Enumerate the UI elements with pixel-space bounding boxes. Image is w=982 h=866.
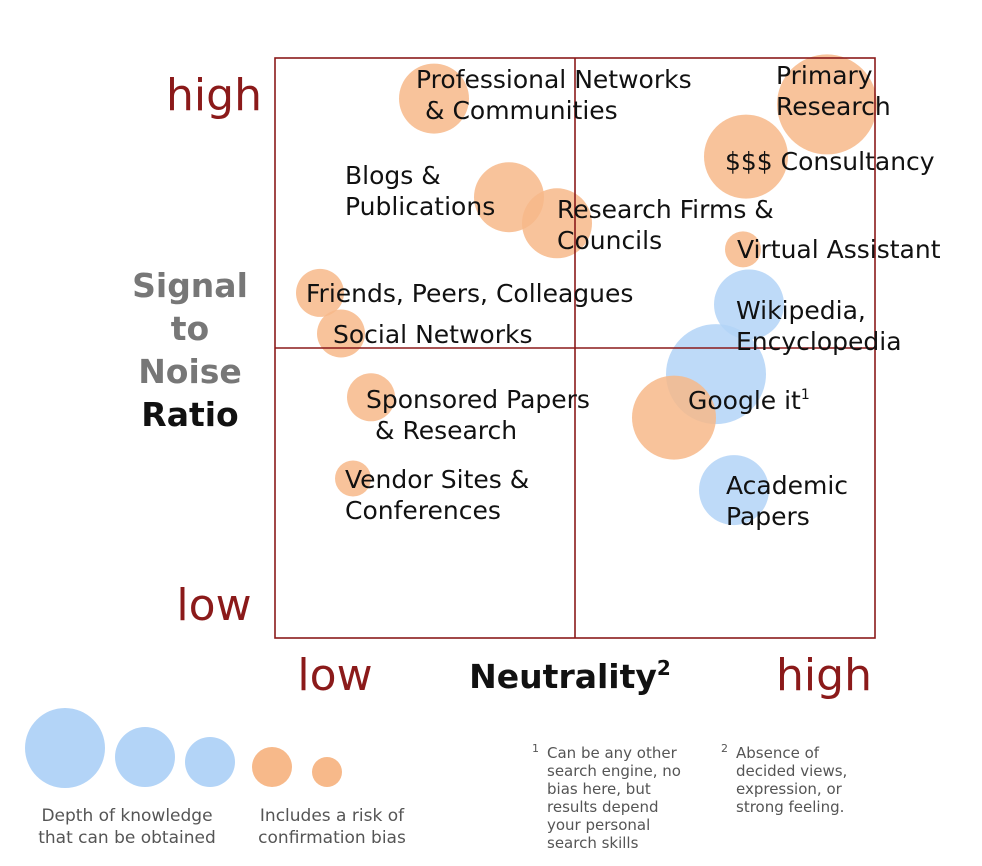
point-label: $$$ Consultancy — [725, 147, 935, 176]
footnote-2-mark: 2 — [721, 742, 728, 755]
x-tick-low: low — [297, 650, 372, 701]
legend: Depth of knowledge that can be obtained … — [25, 708, 406, 848]
bubble-point — [632, 375, 716, 460]
legend-bubble-knowledge-m — [185, 737, 235, 787]
quadrant-frame — [274, 57, 876, 639]
legend-bubble-bias-xs — [312, 757, 342, 787]
footnote-1-line: your personal — [547, 816, 650, 834]
y-tick-low: low — [176, 580, 251, 631]
legend-bias-line: confirmation bias — [258, 828, 406, 848]
bubble-point — [777, 54, 877, 155]
x-axis-label-text: Neutrality — [469, 657, 657, 696]
footnote-2-line: Absence of — [736, 744, 820, 762]
bubble-point — [704, 114, 788, 199]
bubble-point — [347, 373, 395, 422]
bubble-point — [714, 269, 784, 340]
legend-knowledge-line: that can be obtained — [38, 828, 216, 848]
point-label: Google it1 — [688, 386, 810, 415]
legend-knowledge-line: Depth of knowledge — [41, 806, 212, 826]
footnote-1-line: search engine, no — [547, 762, 681, 780]
x-tick-high: high — [776, 650, 872, 701]
point-label: Academic Papers — [726, 471, 848, 531]
point-label: Sponsored Papers & Research — [366, 385, 590, 445]
footnote-1-line: results depend — [547, 798, 659, 816]
y-axis-label-line: Noise — [138, 352, 242, 391]
point-label: Blogs & Publications — [345, 161, 495, 221]
y-axis-label-line: to — [171, 309, 209, 348]
point-label: Vendor Sites & Conferences — [345, 465, 529, 525]
footnote-1-line: search skills — [547, 834, 639, 852]
point-label: Wikipedia, Encyclopedia — [736, 296, 902, 356]
point-label: Social Networks — [333, 320, 532, 349]
point-label: Friends, Peers, Colleagues — [306, 279, 633, 308]
footnote-1-mark: 1 — [532, 742, 539, 755]
bubble-point — [296, 268, 344, 317]
bubble-point — [335, 460, 371, 497]
bubble-layer — [296, 54, 877, 526]
y-tick-high: high — [166, 70, 262, 121]
x-axis-label: Neutrality2 — [469, 656, 671, 696]
bubble-point — [399, 63, 469, 134]
bubble-point — [317, 309, 365, 358]
footnote-2-line: expression, or — [736, 780, 843, 798]
point-label: Professional Networks & Communities — [416, 65, 692, 125]
bubble-point — [725, 231, 761, 268]
point-label-layer: Primary Research Professional Networks & Co… — [306, 61, 941, 531]
legend-bubble-knowledge-l — [115, 727, 175, 787]
legend-bubble-bias-s — [252, 747, 292, 787]
point-label: Primary Research — [776, 61, 891, 121]
footnote-1-line: Can be any other — [547, 744, 678, 762]
y-axis-label-line: Signal — [132, 266, 248, 305]
legend-bubble-knowledge-xl — [25, 708, 105, 788]
bubble-point — [699, 455, 769, 526]
footnote-2-line: strong feeling. — [736, 798, 844, 816]
footnote-2: 2 Absence of decided views, expression, … — [721, 742, 847, 816]
point-label: Virtual Assistant — [737, 235, 941, 264]
point-label: Research Firms & Councils — [557, 195, 774, 255]
y-axis-label-line: Ratio — [141, 395, 238, 434]
legend-bias-line: Includes a risk of — [260, 806, 405, 826]
footnote-1: 1 Can be any other search engine, no bia… — [532, 742, 681, 852]
footnote-1-line: bias here, but — [547, 780, 651, 798]
footnote-2-line: decided views, — [736, 762, 847, 780]
x-axis-label-sup: 2 — [657, 656, 671, 680]
